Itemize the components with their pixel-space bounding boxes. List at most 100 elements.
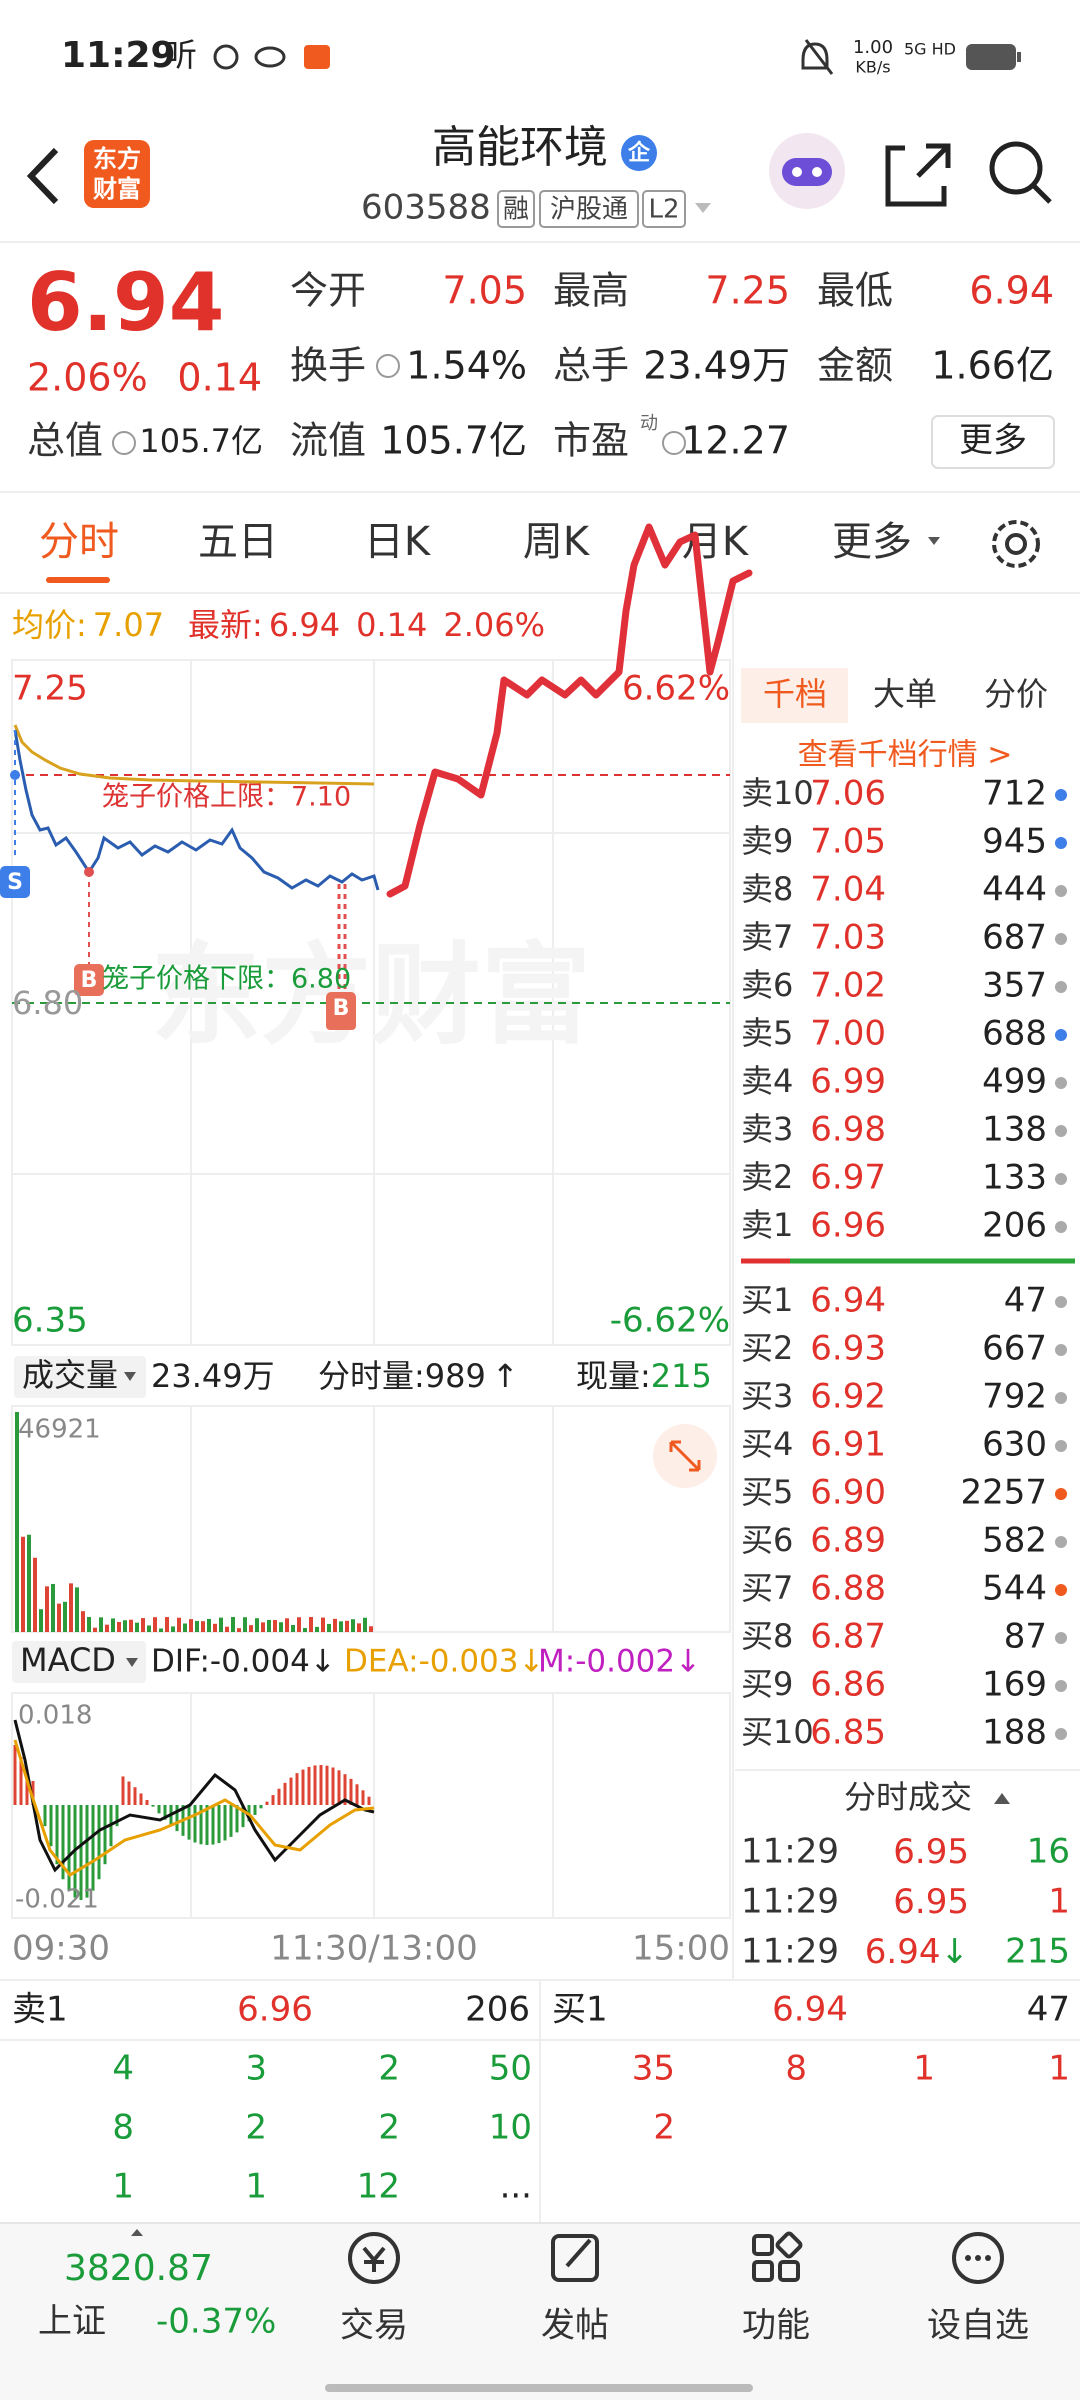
- info-icon: [662, 431, 686, 455]
- book-dot: [1055, 1536, 1067, 1548]
- book-level: 买1: [741, 1281, 793, 1319]
- queue-order: 2: [653, 2108, 675, 2148]
- trade-time: 11:29: [741, 1832, 839, 1872]
- chart-info: 均价: 7.07 最新: 6.94 0.14 2.06%: [12, 606, 545, 644]
- tab[interactable]: 日K: [364, 519, 432, 565]
- tab[interactable]: 五日: [198, 519, 278, 565]
- home-indicator[interactable]: [325, 2384, 753, 2392]
- volume-bar: [105, 1624, 109, 1632]
- book-price: 7.06: [810, 774, 886, 814]
- tab[interactable]: 月K: [682, 519, 750, 565]
- queue-order: 2: [378, 2049, 400, 2089]
- volume-bar: [225, 1626, 229, 1632]
- text-part: 均价:: [12, 606, 87, 644]
- volume-bar: [111, 1618, 115, 1632]
- volume-bar: [99, 1617, 103, 1632]
- tab[interactable]: 更多: [832, 519, 912, 565]
- book-link[interactable]: 查看千档行情 >: [798, 738, 1013, 773]
- book-dot: [1055, 1632, 1067, 1644]
- book-volume: 47: [1004, 1281, 1047, 1321]
- tab-underline: [46, 577, 110, 583]
- volume-bar: [297, 1617, 301, 1632]
- volume-bar: [183, 1623, 187, 1632]
- text-part: 6.95: [893, 1882, 969, 1922]
- tab-dropdown: [928, 537, 940, 545]
- dropdown-icon: [124, 1372, 136, 1381]
- badge-bg: [621, 135, 657, 171]
- trades-toggle[interactable]: [994, 1793, 1010, 1804]
- volume-bar: [333, 1618, 337, 1632]
- book-tab[interactable]: 千档: [763, 675, 827, 713]
- macd-m: M:-0.002↓: [538, 1644, 701, 1680]
- buy-marker[interactable]: [74, 964, 104, 996]
- limit-label: 笼子价格下限：6.80: [102, 964, 351, 995]
- volume-bar: [69, 1583, 73, 1632]
- book-tab[interactable]: 大单: [873, 675, 937, 713]
- sell-marker[interactable]: [0, 866, 30, 898]
- book-volume: 188: [982, 1713, 1047, 1753]
- book-tab[interactable]: 分价: [984, 675, 1048, 713]
- chart-grid: [11, 659, 731, 1919]
- trade-marker: B: [333, 996, 350, 1021]
- stat-value: 1.66亿: [931, 344, 1054, 388]
- book-price: 6.99: [810, 1062, 886, 1102]
- back-button[interactable]: [26, 147, 59, 205]
- text-part: 6.94: [269, 606, 340, 644]
- stat-label: 流值: [290, 419, 366, 463]
- nav-dots: [965, 2255, 991, 2261]
- logo[interactable]: [84, 140, 150, 208]
- volume-bar: [63, 1601, 67, 1632]
- tag-dropdown[interactable]: [695, 203, 711, 213]
- book-volume: 206: [982, 1206, 1047, 1246]
- book-volume: 357: [982, 966, 1047, 1006]
- nav-item[interactable]: 交易: [340, 2306, 408, 2346]
- network: 5G HD: [904, 40, 956, 59]
- net-unit: KB/s: [855, 58, 890, 77]
- index-toggle[interactable]: [131, 2229, 143, 2236]
- book-level: 卖7: [741, 918, 793, 956]
- limit-label: 笼子价格上限：7.10: [102, 782, 351, 813]
- settings-button[interactable]: [992, 520, 1040, 568]
- volume-bar: [195, 1620, 199, 1632]
- macd-selector[interactable]: [12, 1641, 146, 1683]
- text-part: 分时量:: [318, 1357, 425, 1395]
- queue-order: 1: [112, 2167, 134, 2207]
- book-dot: [1055, 1392, 1067, 1404]
- book-volume: 499: [982, 1062, 1047, 1102]
- search-button[interactable]: [989, 141, 1052, 204]
- assistant-avatar[interactable]: [769, 133, 845, 209]
- tab[interactable]: 分时: [39, 519, 119, 565]
- book-dot: [1055, 1344, 1067, 1356]
- volume-bar: [33, 1557, 37, 1632]
- nav-item[interactable]: 发帖: [541, 2306, 609, 2346]
- book-level: 买7: [741, 1569, 793, 1607]
- tab[interactable]: 周K: [523, 519, 591, 565]
- book-dot: [1055, 1029, 1067, 1041]
- more-button[interactable]: [931, 415, 1055, 469]
- nav-item[interactable]: 功能: [742, 2306, 810, 2346]
- volume-selector[interactable]: [14, 1356, 146, 1398]
- text-part: 6.95: [893, 1832, 969, 1872]
- queue-order: ...: [500, 2167, 532, 2207]
- axis-label: -6.62%: [610, 1301, 730, 1341]
- book-price: 6.87: [810, 1617, 886, 1657]
- time-label: 15:00: [632, 1929, 730, 1969]
- change: 0.14: [177, 356, 262, 400]
- volume-bar: [21, 1536, 25, 1632]
- axis-label: 6.62%: [622, 669, 730, 709]
- nav-item[interactable]: 设自选: [927, 2306, 1029, 2346]
- volume-bar: [285, 1618, 289, 1632]
- price: 6.94: [27, 256, 224, 349]
- trade-volume: 1: [1048, 1882, 1070, 1922]
- book-volume: 667: [982, 1329, 1047, 1369]
- book-level: 买1: [552, 1990, 608, 2030]
- text-part: 6.94: [865, 1932, 941, 1972]
- share-button[interactable]: [885, 143, 951, 207]
- trade-price: 6.94↓: [865, 1932, 969, 1972]
- axis-label: 6.80: [12, 984, 83, 1022]
- volume-bar: [57, 1603, 61, 1632]
- volume-bar: [81, 1611, 85, 1632]
- more-button-label[interactable]: 更多: [959, 421, 1027, 461]
- volume-bar: [231, 1617, 235, 1632]
- book-level: 卖8: [741, 870, 793, 908]
